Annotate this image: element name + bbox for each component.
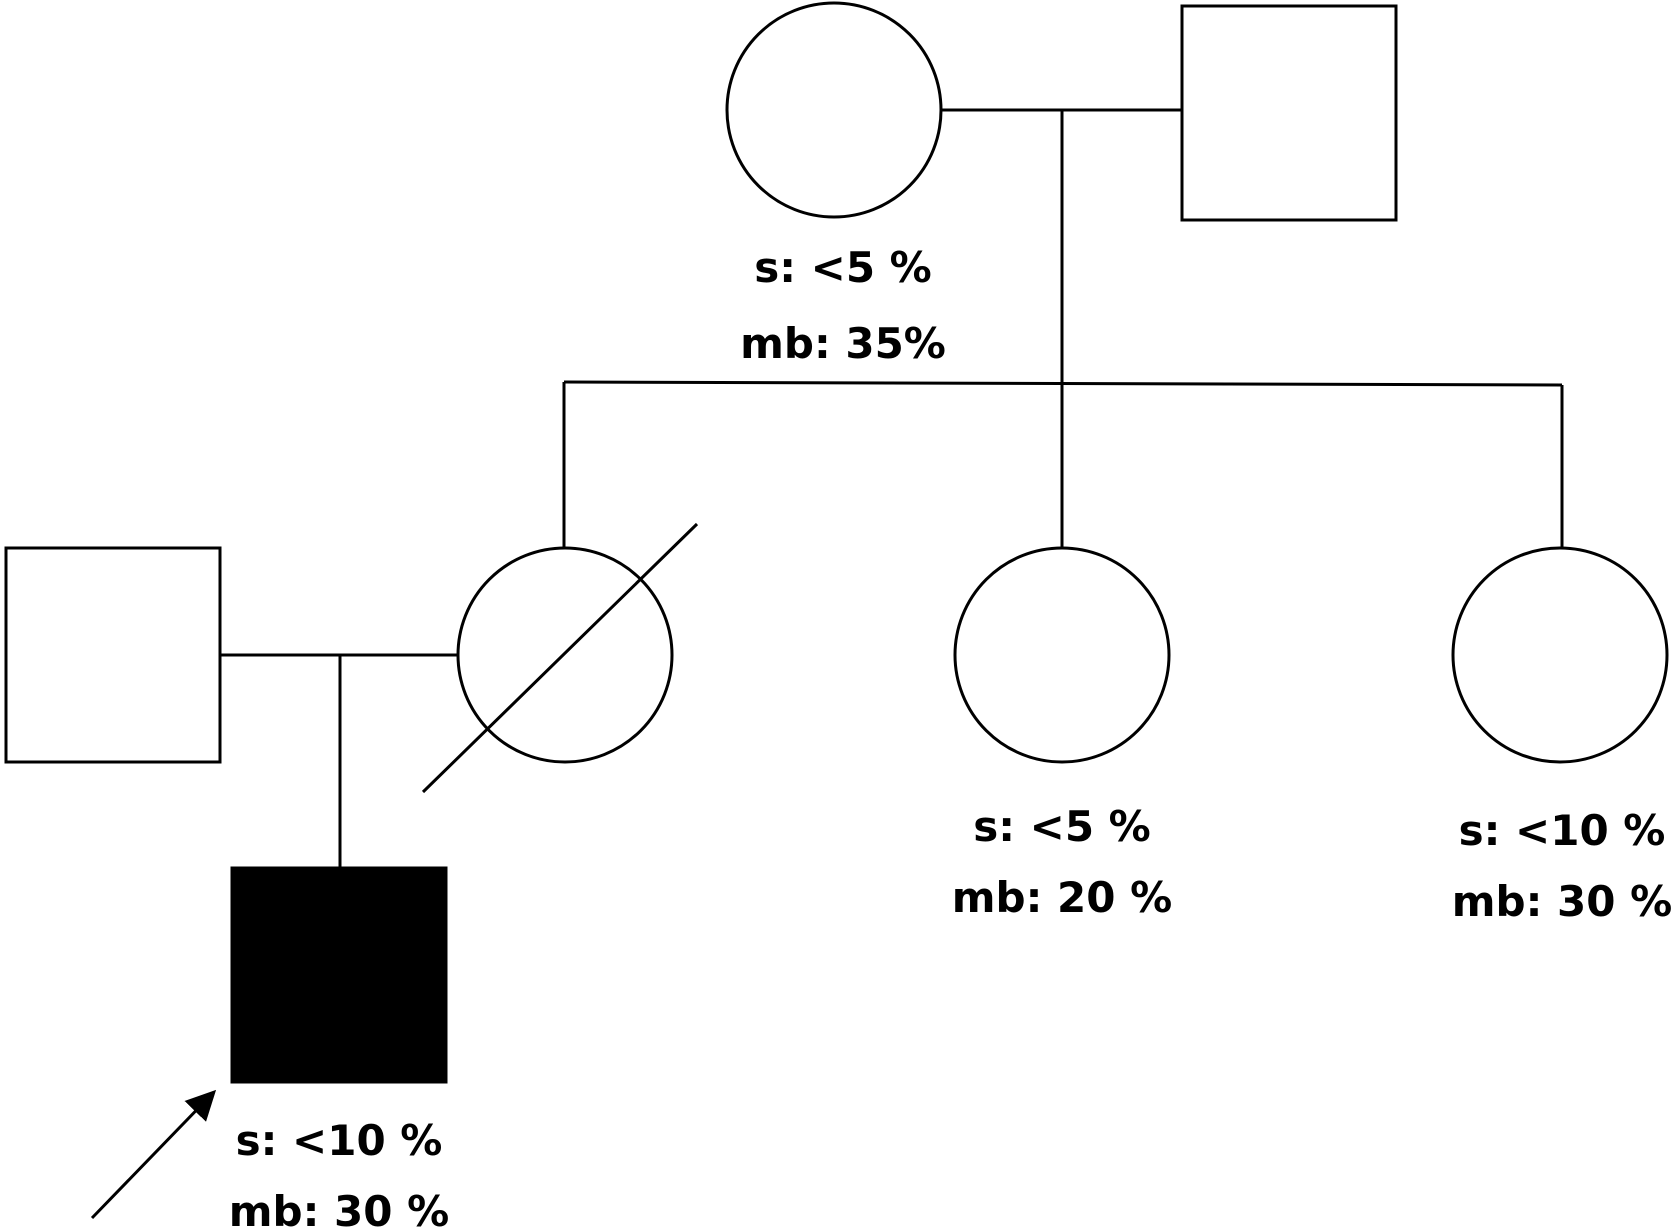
grandmother-mb-label: mb: 35%: [740, 319, 946, 368]
aunt-1-s-label: s: <5 %: [973, 802, 1151, 851]
proband-arrow: [90, 1089, 217, 1220]
aunt-2-mb-label: mb: 30 %: [1452, 877, 1672, 926]
father-square: [4, 546, 222, 764]
sibship-line: [563, 380, 1563, 387]
aunt-2-s-label: s: <10 %: [1459, 806, 1666, 855]
grandmother-s-label: s: <5 %: [754, 243, 932, 292]
aunt-1-mb-label: mb: 20 %: [952, 873, 1172, 922]
proband-mb-label: mb: 30 %: [229, 1187, 449, 1231]
deceased-slash: [421, 522, 699, 794]
proband-s-label: s: <10 %: [236, 1116, 443, 1165]
grandfather-square: [1180, 4, 1398, 222]
aunt-2-circle: [1451, 546, 1669, 764]
proband-square: [230, 866, 448, 1084]
aunt-1-circle: [953, 546, 1171, 764]
grandmother-circle: [725, 1, 943, 219]
